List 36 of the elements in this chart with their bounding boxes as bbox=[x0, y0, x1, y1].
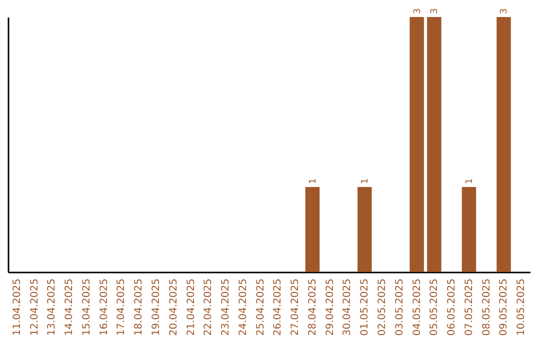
x-tick-label: 26.04.2025 bbox=[272, 278, 284, 336]
x-tick-label: 04.05.2025 bbox=[412, 278, 423, 336]
x-tick-label: 16.04.2025 bbox=[98, 278, 110, 336]
x-tick-label: 07.05.2025 bbox=[464, 278, 475, 336]
x-tick-label: 20.04.2025 bbox=[168, 278, 180, 336]
x-tick-label: 21.04.2025 bbox=[186, 278, 197, 336]
x-tick-label: 25.04.2025 bbox=[255, 278, 266, 336]
data-label: 3 bbox=[412, 8, 423, 14]
x-tick-label: 30.04.2025 bbox=[342, 278, 354, 336]
data-label: 1 bbox=[464, 178, 475, 184]
x-tick-label: 22.04.2025 bbox=[203, 278, 214, 336]
x-tick-label: 13.04.2025 bbox=[46, 278, 58, 336]
x-tick-label: 01.05.2025 bbox=[360, 278, 371, 336]
x-tick-label: 18.04.2025 bbox=[134, 278, 145, 336]
x-tick-label: 03.05.2025 bbox=[394, 278, 406, 336]
x-tick-label: 28.04.2025 bbox=[307, 278, 318, 336]
x-tick-label: 23.04.2025 bbox=[220, 278, 232, 336]
x-tick-label: 06.05.2025 bbox=[446, 278, 458, 336]
x-tick-label: 15.04.2025 bbox=[81, 278, 92, 336]
data-label: 3 bbox=[430, 8, 440, 14]
x-tick-label: 29.04.2025 bbox=[324, 278, 336, 336]
x-tick-label: 19.04.2025 bbox=[150, 278, 162, 336]
x-tick-label: 10.05.2025 bbox=[516, 278, 528, 336]
x-tick-label: 05.05.2025 bbox=[429, 278, 440, 336]
x-tick-label: 14.04.2025 bbox=[64, 278, 76, 336]
x-tick-label: 17.04.2025 bbox=[116, 278, 128, 336]
data-label: 3 bbox=[500, 8, 510, 14]
x-tick-label: 09.05.2025 bbox=[498, 278, 510, 336]
x-tick-label: 12.04.2025 bbox=[29, 278, 40, 336]
data-label: 1 bbox=[360, 178, 371, 184]
x-tick-label: 02.05.2025 bbox=[377, 278, 388, 336]
x-tick-label: 24.04.2025 bbox=[238, 278, 249, 336]
x-tick-label: 27.04.2025 bbox=[290, 278, 302, 336]
x-tick-label: 08.05.2025 bbox=[481, 278, 492, 336]
data-label: 1 bbox=[308, 178, 318, 184]
x-tick-label: 11.04.2025 bbox=[12, 278, 23, 336]
